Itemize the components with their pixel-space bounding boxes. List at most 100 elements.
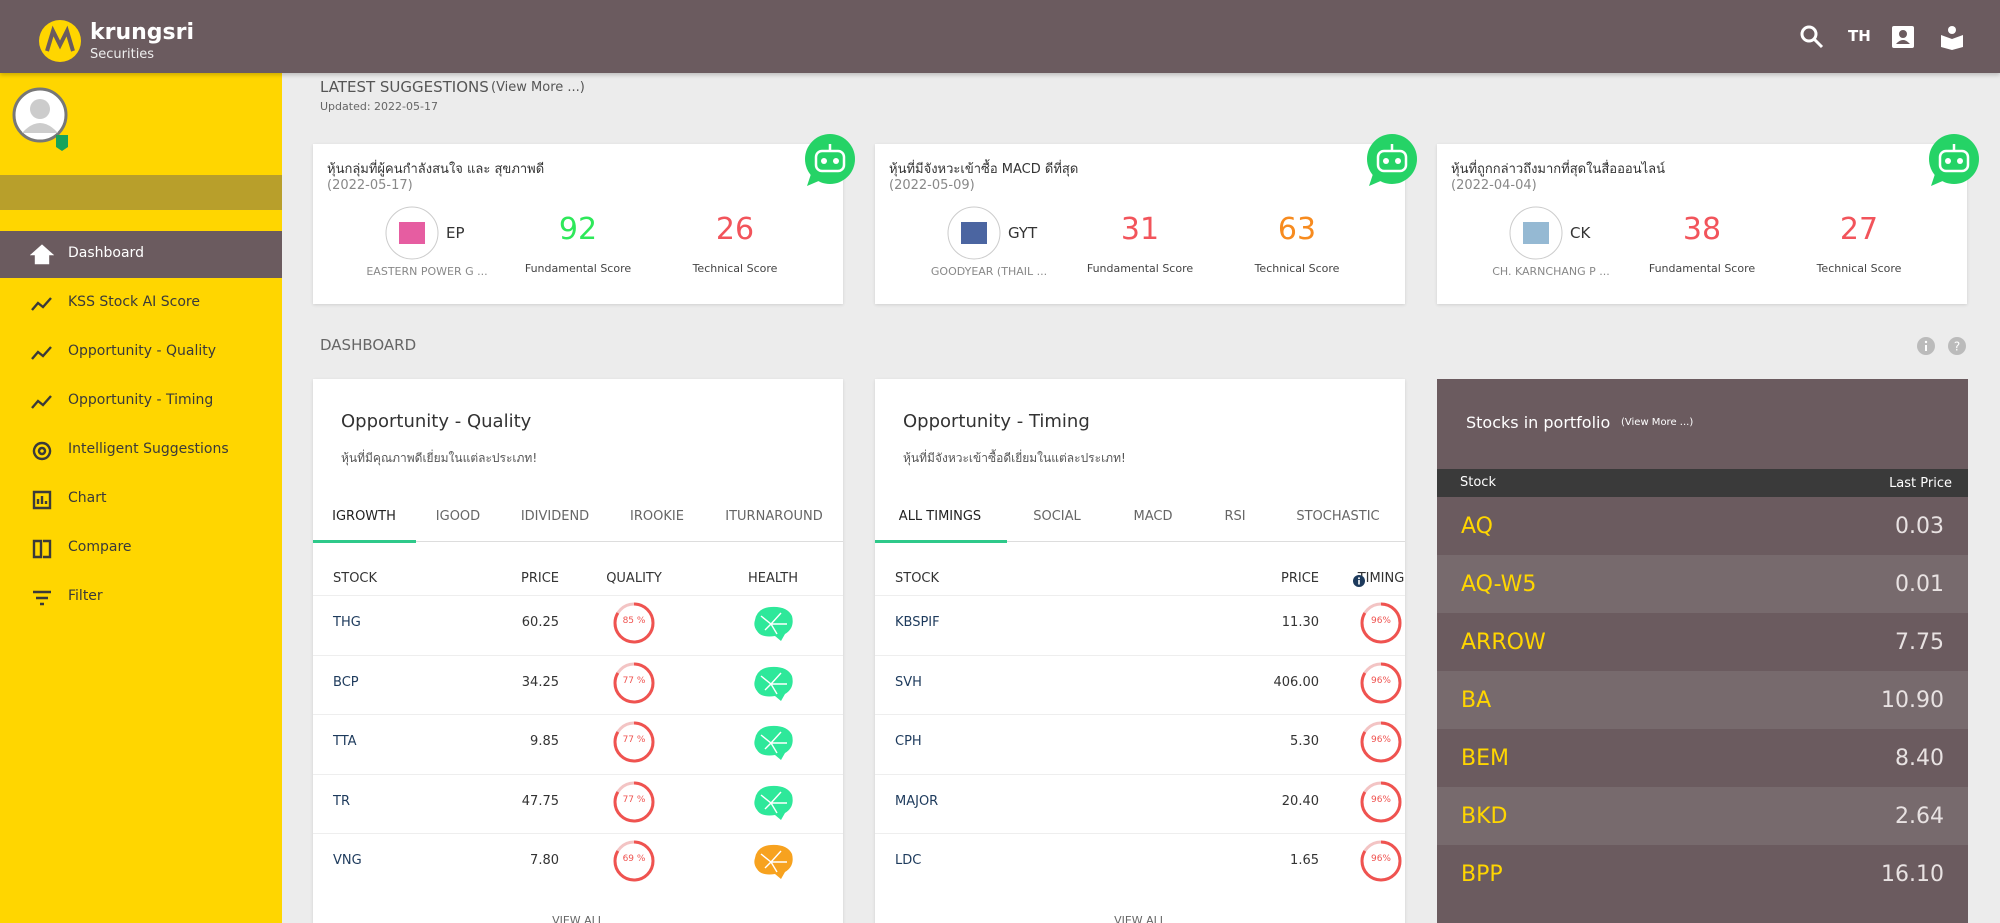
table-header: Stock Last Price xyxy=(1437,469,1968,497)
tab[interactable]: IGOOD xyxy=(435,509,481,524)
menu-icon xyxy=(30,537,54,565)
stock-symbol[interactable]: TTA xyxy=(333,734,357,749)
tab[interactable]: STOCHASTIC xyxy=(1296,509,1380,524)
fundamental-label: Fundamental Score xyxy=(1648,262,1756,275)
tab[interactable]: IROOKIE xyxy=(630,509,684,524)
section-title: DASHBOARD xyxy=(320,336,417,354)
last-price: 2.64 xyxy=(1895,804,1944,829)
lang-switch[interactable]: TH xyxy=(1848,27,1871,45)
suggestion-card[interactable]: หุ้นที่ถูกกล่าวถึงมากที่สุดในสื่อออนไลน์… xyxy=(1437,144,1967,304)
stock-symbol[interactable]: SVH xyxy=(895,674,922,690)
suggestion-card[interactable]: หุ้นกลุ่มที่ผู้คนกำลังสนใจ และ สุขภาพดี(… xyxy=(313,144,843,304)
stock-symbol[interactable]: THG xyxy=(333,615,361,630)
tab[interactable]: MACD xyxy=(1133,509,1173,524)
logo-icon xyxy=(39,20,81,62)
portfolio-row[interactable]: ARROW 7.75 xyxy=(1437,613,1968,671)
guide-icon[interactable] xyxy=(1939,24,1965,50)
tab[interactable]: ALL TIMINGS xyxy=(898,509,982,524)
suggestion-card[interactable]: หุ้นที่มีจังหวะเข้าซื้อ MACD ดีที่สุด (20… xyxy=(875,144,1405,304)
menu-item[interactable]: Filter xyxy=(0,574,282,621)
stock-symbol[interactable]: LDC xyxy=(895,853,922,868)
fundamental-label: Fundamental Score xyxy=(524,262,632,275)
score-ring: 96% xyxy=(1359,601,1403,645)
stock-symbol[interactable]: KBSPIF xyxy=(895,615,940,630)
menu-label: Dashboard xyxy=(68,245,144,261)
portfolio-row[interactable]: BA 10.90 xyxy=(1437,671,1968,729)
robot-bubble[interactable] xyxy=(1927,134,1981,192)
menu-item[interactable]: Compare xyxy=(0,525,282,572)
stock-symbol[interactable]: MAJOR xyxy=(895,793,939,809)
menu-item[interactable]: KSS Stock AI Score xyxy=(0,280,282,327)
health-icon xyxy=(751,604,795,646)
stock-symbol[interactable]: VNG xyxy=(333,853,362,868)
stock-symbol[interactable]: TR xyxy=(333,793,350,809)
fundamental-score: 38 xyxy=(1682,212,1722,247)
company-name: EASTERN POWER G ... xyxy=(366,265,488,278)
score-ring: 96% xyxy=(1359,661,1403,705)
stock-symbol[interactable]: CPH xyxy=(895,734,922,749)
fundamental-score: 31 xyxy=(1120,212,1160,247)
stock-symbol[interactable]: BCP xyxy=(333,674,359,690)
contact-icon[interactable] xyxy=(1891,25,1915,49)
view-all-link[interactable]: VIEW ALL xyxy=(552,914,604,923)
score-text: 96% xyxy=(1370,616,1391,626)
tab[interactable]: SOCIAL xyxy=(1033,509,1081,524)
opportunity-panel: Opportunity - Quality หุ้นที่มีคุณภาพดีเย… xyxy=(313,379,843,923)
tab[interactable]: RSI xyxy=(1224,509,1246,524)
portfolio-row[interactable]: AQ-W5 0.01 xyxy=(1437,555,1968,613)
score-text: 77 % xyxy=(622,735,646,745)
view-all-link[interactable]: VIEW ALL xyxy=(1114,914,1166,923)
stock-price: 11.30 xyxy=(1281,615,1319,630)
portfolio-row[interactable]: BKD 2.64 xyxy=(1437,787,1968,845)
score-ring: 96% xyxy=(1359,720,1403,764)
portfolio-row[interactable]: BPP 16.10 xyxy=(1437,845,1968,903)
menu-item[interactable]: Dashboard xyxy=(0,231,282,278)
robot-bubble[interactable] xyxy=(1365,134,1419,192)
score-text: 85 % xyxy=(622,616,646,626)
stock-symbol: AQ xyxy=(1461,514,1493,539)
robot-bubble[interactable] xyxy=(803,134,857,192)
tab[interactable]: IGROWTH xyxy=(332,509,396,524)
score-text: 69 % xyxy=(622,854,646,864)
panel-subtitle: หุ้นที่มีจังหวะเข้าซื้อดีเยี่ยมในแต่ละปร… xyxy=(903,451,1126,465)
score-ring: 69 % xyxy=(612,839,656,883)
view-more-link[interactable]: (View More ...) xyxy=(491,80,585,95)
menu-item[interactable]: Intelligent Suggestions xyxy=(0,427,282,474)
menu-icon xyxy=(30,390,54,418)
stock-price: 5.30 xyxy=(1290,734,1319,749)
tab[interactable]: IDIVIDEND xyxy=(520,509,590,524)
row-divider xyxy=(875,833,1405,834)
stock-price: 20.40 xyxy=(1281,793,1319,809)
portfolio-row[interactable]: AQ 0.03 xyxy=(1437,497,1968,555)
info-icon[interactable] xyxy=(1917,337,1935,359)
menu-item[interactable]: Chart xyxy=(0,476,282,523)
menu-item[interactable]: Opportunity - Timing xyxy=(0,378,282,425)
stock-symbol: BEM xyxy=(1461,746,1509,771)
opportunity-panel: Opportunity - Timing หุ้นที่มีจังหวะเข้าซ… xyxy=(875,379,1540,923)
panel-title: Stocks in portfolio xyxy=(1466,413,1611,432)
menu-label: Compare xyxy=(68,539,132,555)
last-price: 16.10 xyxy=(1881,862,1944,887)
portfolio-row[interactable]: BEM 8.40 xyxy=(1437,729,1968,787)
help-icon[interactable]: ? xyxy=(1948,337,1966,359)
menu-label: Opportunity - Quality xyxy=(68,343,216,359)
health-icon xyxy=(751,723,795,765)
menu-icon xyxy=(30,292,54,320)
health-info-icon[interactable] xyxy=(1353,572,1365,591)
column-header: PRICE xyxy=(1281,571,1319,586)
last-price: 7.75 xyxy=(1895,630,1944,655)
card-date: (2022-04-04) xyxy=(1451,178,1537,193)
menu-item[interactable]: Opportunity - Quality xyxy=(0,329,282,376)
menu-label: Opportunity - Timing xyxy=(68,392,214,408)
company-name: CH. KARNCHANG P ... xyxy=(1492,265,1610,278)
column-header: QUALITY xyxy=(606,571,662,586)
menu-icon xyxy=(30,341,54,369)
fundamental-score: 92 xyxy=(558,212,598,247)
score-ring: 85 % xyxy=(612,601,656,645)
brand: krungsri xyxy=(90,20,195,45)
tab[interactable]: ITURNAROUND xyxy=(725,509,823,524)
view-more-link[interactable]: (View More ...) xyxy=(1621,417,1694,428)
score-text: 96% xyxy=(1370,794,1391,805)
avatar[interactable] xyxy=(12,87,72,153)
search-icon[interactable] xyxy=(1800,25,1824,49)
